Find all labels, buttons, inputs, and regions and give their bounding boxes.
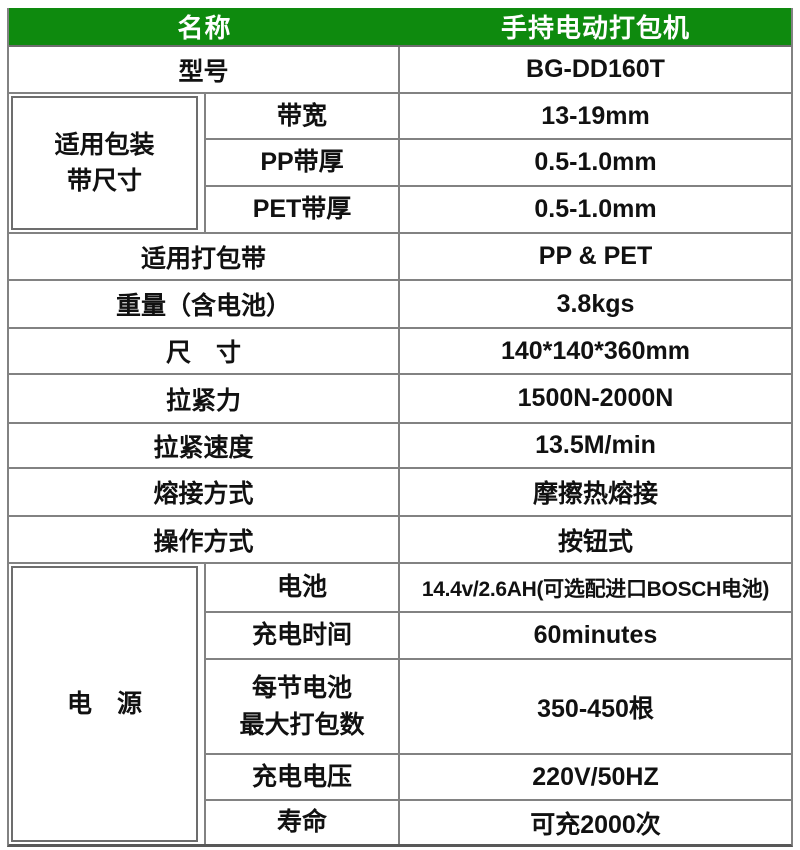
sub-row-value: 350-450根 [537, 694, 654, 723]
row-value: BG-DD160T [526, 55, 665, 83]
sub-row-value: 0.5-1.0mm [534, 195, 657, 223]
sub-row-label: 带宽 [206, 94, 400, 138]
spec-row-operation-method: 操作方式 按钮式 [9, 515, 791, 562]
sub-row-label: 每节电池 最大打包数 [206, 660, 400, 753]
sub-row-label: 电池 [206, 564, 400, 611]
header-product-name-cell: 手持电动打包机 [500, 13, 690, 43]
sub-row-label: 充电电压 [206, 755, 400, 799]
header-name-cell: 名称 [177, 13, 232, 43]
sub-row-label: PET带厚 [206, 187, 400, 232]
row-label: 操作方式 [9, 517, 400, 562]
sub-row-value: 60minutes [533, 621, 658, 649]
spec-row-weight: 重量（含电池） 3.8kgs [9, 279, 791, 327]
group-strap-size-left: 适用包装 带尺寸 [9, 94, 204, 232]
sub-row-label: 充电时间 [206, 613, 400, 658]
row-label: 重量（含电池） [9, 281, 400, 327]
table-header-row: 名称 手持电动打包机 [9, 8, 791, 47]
group-power: 电 源 电池 14.4v/2.6AH(可选配进口BOSCH电池) 充电时间 60… [9, 562, 791, 844]
group-power-rows: 电池 14.4v/2.6AH(可选配进口BOSCH电池) 充电时间 60minu… [204, 564, 791, 844]
group-power-left: 电 源 [9, 564, 204, 844]
row-value: PP & PET [538, 242, 653, 270]
spec-row-strap-type: 适用打包带 PP & PET [9, 232, 791, 279]
row-value: 13.5M/min [535, 431, 656, 459]
group-label-box: 适用包装 带尺寸 [11, 96, 198, 230]
sub-row-battery-life: 寿命 可充2000次 [206, 799, 791, 844]
sub-row-value: 13-19mm [541, 101, 650, 130]
spec-row-dimensions: 尺 寸 140*140*360mm [9, 327, 791, 373]
row-value: 摩擦热熔接 [532, 480, 658, 508]
row-label: 适用打包带 [9, 234, 400, 279]
sub-row-charge-voltage: 充电电压 220V/50HZ [206, 753, 791, 799]
row-label: 拉紧力 [9, 375, 400, 422]
spec-row-tension-force: 拉紧力 1500N-2000N [9, 373, 791, 422]
group-strap-size-rows: 带宽 13-19mm PP带厚 0.5-1.0mm PET带厚 0.5-1.0m… [204, 94, 791, 232]
spec-row-model: 型号 BG-DD160T [9, 47, 791, 92]
row-value: 按钮式 [557, 527, 633, 556]
spec-row-welding-method: 熔接方式 摩擦热熔接 [9, 467, 791, 515]
row-label: 熔接方式 [9, 469, 400, 515]
group-strap-size: 适用包装 带尺寸 带宽 13-19mm PP带厚 0.5-1.0mm PET带厚… [9, 92, 791, 232]
row-value: 3.8kgs [556, 289, 635, 318]
sub-row-value: 220V/50HZ [532, 762, 659, 791]
row-label: 尺 寸 [9, 329, 400, 373]
spec-table: 名称 手持电动打包机 型号 BG-DD160T 适用包装 带尺寸 带宽 13-1… [7, 8, 793, 847]
sub-row-pet-thickness: PET带厚 0.5-1.0mm [206, 185, 791, 232]
sub-row-value: 可充2000次 [530, 810, 661, 839]
row-label: 型号 [9, 47, 400, 92]
row-value: 140*140*360mm [500, 336, 691, 365]
sub-row-battery: 电池 14.4v/2.6AH(可选配进口BOSCH电池) [206, 564, 791, 611]
sub-row-label: PP带厚 [206, 140, 400, 185]
sub-row-charge-time: 充电时间 60minutes [206, 611, 791, 658]
group-label-box: 电 源 [11, 566, 198, 842]
sub-row-label: 寿命 [206, 801, 400, 844]
sub-row-strap-width: 带宽 13-19mm [206, 94, 791, 138]
sub-row-pp-thickness: PP带厚 0.5-1.0mm [206, 138, 791, 185]
sub-row-value: 0.5-1.0mm [534, 148, 657, 176]
spec-row-tension-speed: 拉紧速度 13.5M/min [9, 422, 791, 467]
sub-row-value: 14.4v/2.6AH(可选配进口BOSCH电池) [421, 577, 770, 601]
row-label: 拉紧速度 [9, 424, 400, 467]
sub-row-max-straps-per-battery: 每节电池 最大打包数 350-450根 [206, 658, 791, 753]
row-value: 1500N-2000N [517, 384, 674, 412]
